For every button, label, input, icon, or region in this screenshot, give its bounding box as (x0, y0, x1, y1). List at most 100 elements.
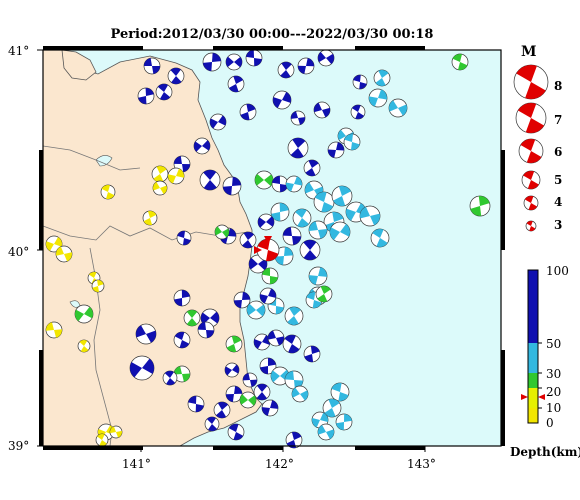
magnitude-legend-symbol (518, 138, 544, 164)
focal-mechanism-symbol (292, 208, 312, 228)
magnitude-legend-symbol (513, 64, 549, 100)
focal-mechanism-symbol (155, 83, 173, 101)
focal-mechanism-symbol (451, 53, 469, 71)
focal-mechanism-symbol (329, 221, 351, 243)
focal-mechanism-symbol (222, 176, 242, 196)
focal-mechanism-symbol (129, 355, 155, 381)
focal-mechanism-symbol (199, 169, 221, 191)
focal-mechanism-symbol (261, 399, 279, 417)
frame-tick-bars (37, 46, 505, 452)
focal-mechanism-symbol (227, 423, 245, 441)
magnitude-legend-symbol (515, 102, 547, 134)
mag-label-3: 3 (554, 218, 562, 232)
focal-mechanism-symbol (173, 289, 191, 307)
focal-mechanism-symbol (308, 266, 328, 286)
focal-mechanism-symbol (135, 323, 157, 345)
focal-mechanism-symbol (330, 382, 350, 402)
lat-label-40: 40° (8, 245, 29, 259)
mag-label-4: 4 (554, 195, 562, 209)
focal-mechanism-symbol (313, 101, 331, 119)
mag-label-8: 8 (554, 79, 562, 93)
focal-mechanism-symbol (299, 239, 321, 261)
focal-mechanism-symbol (322, 398, 342, 418)
depth-label-10: 10 (546, 401, 561, 415)
focal-mechanism-symbol (167, 67, 185, 85)
focal-mechanism-symbol (142, 210, 158, 226)
depth-label-30: 30 (546, 367, 561, 381)
magnitude-legend-symbol (523, 195, 539, 211)
depth-unit-label: Depth(km) (510, 445, 580, 459)
focal-mechanism-symbol (183, 309, 201, 327)
focal-mechanism-symbol (227, 75, 245, 93)
magnitude-legend (513, 64, 549, 232)
focal-mechanism-symbol (352, 74, 368, 90)
depth-label-20: 20 (546, 385, 561, 399)
focal-mechanism-symbol (91, 279, 105, 293)
focal-mechanism-symbol (151, 165, 169, 183)
focal-mechanism-symbol (204, 416, 220, 432)
focal-mechanism-symbol (233, 291, 251, 309)
depth-band-10-20 (528, 388, 538, 408)
focal-mechanism-symbol (359, 205, 381, 227)
focal-mechanism-symbol (100, 184, 116, 200)
focal-mechanism-symbol (137, 87, 155, 105)
focal-mechanism-symbol (224, 362, 240, 378)
depth-band-50-100 (528, 270, 538, 343)
focal-mechanism-symbol (213, 401, 231, 419)
mag-label-7: 7 (554, 113, 562, 127)
depth-band-0-10 (528, 408, 538, 423)
focal-mechanism-symbol (239, 391, 257, 409)
depth-band-30-50 (528, 343, 538, 373)
map-title: Period:2012/03/30 00:00---2022/03/30 00:… (111, 27, 434, 42)
depth-scale-frame (527, 269, 539, 424)
focal-mechanism-symbol (335, 413, 353, 431)
focal-mechanism-symbol (143, 57, 161, 75)
focal-mechanism-symbol (167, 167, 185, 185)
focal-mechanism-symbol (287, 137, 309, 159)
focal-mechanism-symbol (187, 395, 205, 413)
focal-mechanism-symbol (285, 175, 303, 193)
focal-mechanism-symbol (317, 423, 335, 441)
focal-mechanism-symbol (290, 110, 306, 126)
prefecture-boundary (42, 225, 249, 241)
focal-mechanism-symbol (95, 433, 109, 447)
focal-mechanism-symbol (327, 141, 345, 159)
focal-mechanism-symbol (373, 69, 391, 87)
focal-mechanism-symbol (239, 231, 257, 249)
focal-mechanism-symbol (176, 230, 192, 246)
focal-mechanism-symbol (284, 306, 304, 326)
focal-mechanism-symbol (209, 113, 227, 131)
focal-mechanism-symbol (331, 185, 353, 207)
magnitude-legend-symbol (521, 170, 541, 190)
land-peninsula (61, 49, 97, 81)
focal-mechanism-symbol (277, 61, 295, 79)
focal-mechanism-symbol (308, 220, 328, 240)
focal-mechanism-symbol (303, 159, 321, 177)
focal-mechanism-symbol (317, 49, 335, 67)
lon-label-143: 143° (407, 457, 436, 471)
focal-mechanism-symbol (197, 321, 215, 339)
focal-mechanism-symbol (246, 300, 266, 320)
focal-mechanism-symbol (303, 345, 321, 363)
depth-label-100: 100 (546, 264, 569, 278)
focal-mechanism-symbol (259, 287, 277, 305)
focal-mechanism-symbol (313, 191, 335, 213)
focal-mechanism-symbol (152, 180, 168, 196)
focal-mechanism-symbol (368, 88, 388, 108)
depth-marker-left (521, 394, 528, 400)
depth-band-20-30 (528, 373, 538, 388)
lake (95, 155, 113, 167)
focal-mechanism-symbol (45, 321, 63, 339)
lat-label-41: 41° (8, 44, 29, 58)
highlighted-event-marker (254, 236, 280, 262)
lon-label-141: 141° (122, 457, 151, 471)
focal-mechanism-symbol (370, 228, 390, 248)
focal-mechanism-symbol (272, 90, 292, 110)
mag-label-5: 5 (554, 173, 562, 187)
focal-mechanism-symbol (242, 372, 258, 388)
focal-mechanism-symbol (109, 425, 123, 439)
focal-mechanism-symbol (261, 267, 279, 285)
earthquake-events (45, 49, 491, 449)
focal-mechanism-symbol (55, 245, 73, 263)
